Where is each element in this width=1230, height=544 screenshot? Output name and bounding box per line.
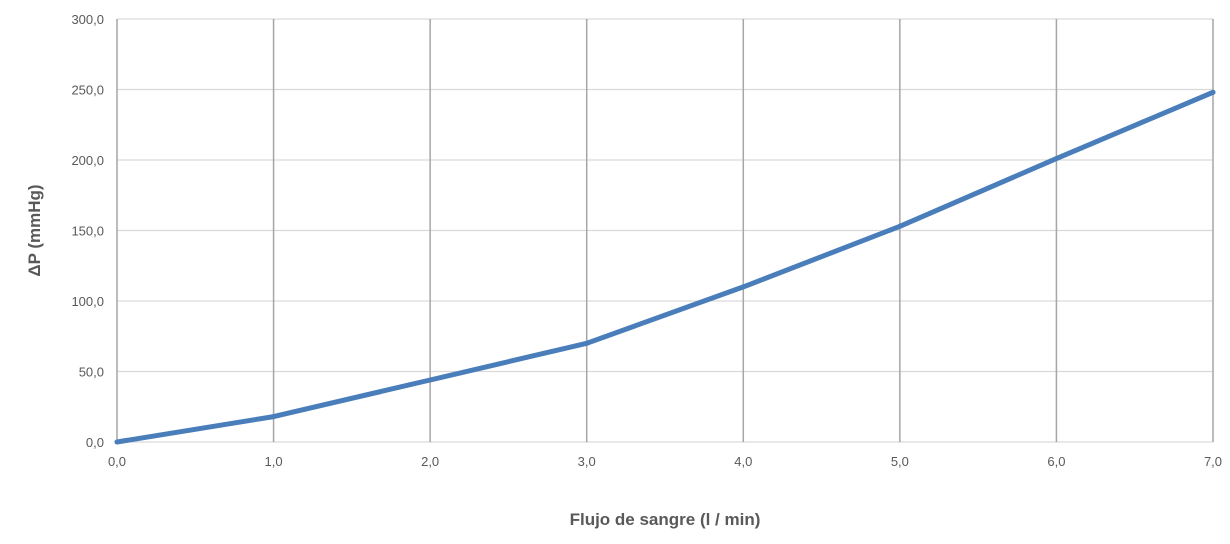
data-point (584, 340, 590, 346)
x-tick-label: 2,0 (421, 454, 439, 469)
series-group (114, 89, 1216, 445)
y-tick-label: 100,0 (71, 294, 104, 309)
x-axis-tick-labels: 0,0 1,0 2,0 3,0 4,0 5,0 6,0 7,0 (108, 454, 1222, 469)
data-point (1053, 156, 1059, 162)
data-point (271, 414, 277, 420)
x-tick-label: 3,0 (578, 454, 596, 469)
x-tick-label: 6,0 (1047, 454, 1065, 469)
y-tick-label: 50,0 (79, 365, 104, 380)
series-line (114, 89, 1216, 445)
data-point (114, 439, 120, 445)
x-tick-label: 0,0 (108, 454, 126, 469)
y-tick-label: 0,0 (86, 435, 104, 450)
y-tick-label: 300,0 (71, 12, 104, 27)
x-axis-title: Flujo de sangre (l / min) (570, 510, 761, 529)
horizontal-gridlines (117, 18, 1213, 443)
vertical-gridlines (116, 19, 1214, 442)
x-tick-label: 4,0 (734, 454, 752, 469)
y-tick-label: 150,0 (71, 224, 104, 239)
x-tick-label: 5,0 (891, 454, 909, 469)
y-axis-title: ΔP (mmHg) (25, 184, 44, 276)
y-axis-tick-labels: 0,0 50,0 100,0 150,0 200,0 250,0 300,0 (71, 12, 104, 450)
data-point (427, 377, 433, 383)
data-point (740, 284, 746, 290)
y-tick-label: 250,0 (71, 83, 104, 98)
data-point (1210, 89, 1216, 95)
x-tick-label: 7,0 (1204, 454, 1222, 469)
data-point (897, 223, 903, 229)
y-tick-label: 200,0 (71, 153, 104, 168)
x-tick-label: 1,0 (265, 454, 283, 469)
